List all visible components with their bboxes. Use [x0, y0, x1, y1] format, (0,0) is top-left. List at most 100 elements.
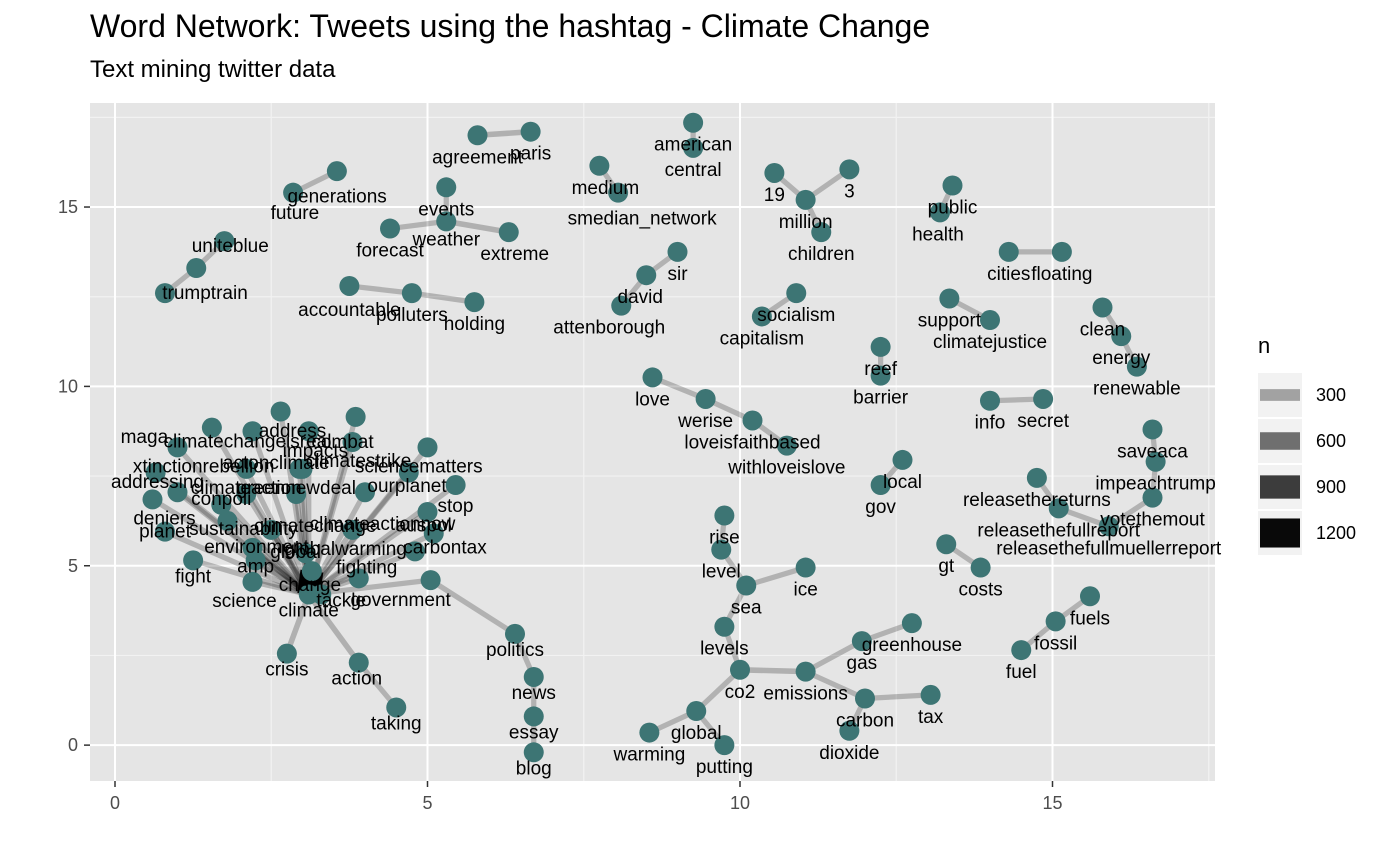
x-tick-label: 10 — [730, 793, 750, 813]
node-label-putting: putting — [696, 757, 753, 778]
node-label-smedian_network: smedian_network — [568, 209, 717, 230]
node-climatechange — [261, 519, 282, 540]
node-label-climatechange: climatechange — [254, 516, 377, 537]
node-label-taking: taking — [371, 713, 422, 734]
node-label-impacts: impacts — [283, 441, 348, 462]
node-local — [892, 449, 913, 470]
node-dioxide — [839, 720, 860, 741]
node-uniteblue — [186, 258, 207, 279]
node-label-trumptrain: trumptrain — [162, 283, 248, 304]
node-weather — [436, 211, 457, 232]
node-news — [523, 666, 544, 687]
node-label-attenborough: attenborough — [553, 318, 665, 339]
node-floating — [1051, 241, 1072, 262]
node-energy — [1111, 326, 1132, 347]
edge-government-politics — [429, 577, 517, 637]
node-label-tax: tax — [918, 707, 944, 728]
node-label-3: 3 — [844, 181, 855, 202]
node-label-capitalism: capitalism — [720, 328, 804, 349]
node-label-sustainability: sustainability — [189, 519, 298, 540]
node-label-combat: combat — [311, 432, 374, 453]
node-label-gov: gov — [865, 497, 896, 518]
axes-layer: 0 5 10 15 0 5 10 15 — [58, 197, 1063, 813]
node-combat — [342, 432, 363, 452]
node-fight — [183, 550, 204, 571]
node-children — [811, 222, 832, 243]
node-sea — [736, 575, 757, 596]
node-label-climatechangeisreal: climatechangeisreal — [164, 431, 332, 452]
node-loveisfaithbased — [742, 410, 763, 431]
chart-subtitle: Text mining twitter data — [90, 56, 336, 83]
node-label-greenhouse: greenhouse — [862, 635, 962, 656]
node-costs — [970, 557, 991, 578]
node-3 — [839, 159, 860, 180]
node-label-warming: warming — [612, 745, 685, 766]
node-sciencematters — [398, 462, 419, 483]
node-info — [980, 390, 1000, 411]
edge-co2-emissions — [739, 667, 806, 675]
edge-climate-address — [250, 430, 312, 596]
node-label-socialism: socialism — [757, 305, 835, 326]
node-label-accountable: accountable — [298, 300, 400, 321]
legend-key-1200 — [1260, 518, 1300, 548]
node-label-medium: medium — [572, 178, 640, 199]
node-central — [683, 137, 704, 158]
node-blog — [523, 742, 544, 763]
node-label-emissions: emissions — [763, 684, 847, 705]
node-ice — [795, 557, 816, 578]
node-label-xtinctionrebellion: xtinctionrebellion — [133, 456, 275, 477]
node-label-carbon: carbon — [836, 710, 894, 731]
node-level — [711, 539, 732, 560]
node-label-government: government — [350, 590, 451, 611]
node-label-energy: energy — [1092, 348, 1151, 369]
y-tick-label: 5 — [68, 556, 78, 576]
node-label-auspol: auspol — [396, 515, 452, 536]
node-label-essay: essay — [509, 722, 559, 743]
node-label-address: address — [259, 421, 327, 442]
edge-climate-crisis — [284, 593, 312, 655]
major-gridlines — [90, 103, 1215, 781]
node-label-health: health — [912, 224, 964, 245]
node-saveaca — [1142, 419, 1163, 440]
chart-title: Word Network: Tweets using the hashtag -… — [90, 8, 931, 44]
node-planet — [155, 521, 175, 542]
node-label-secret: secret — [1017, 411, 1069, 432]
node-label-level: level — [702, 562, 741, 583]
node-xtinctionrebellion — [145, 462, 166, 483]
node-events — [436, 177, 457, 198]
node-label-releasethefullreport: releasethefullreport — [977, 520, 1140, 541]
node-label-events: events — [418, 199, 474, 220]
node-barrier — [870, 365, 891, 386]
node-address — [242, 421, 263, 442]
node-carbon — [855, 688, 875, 709]
edge-climate-action — [306, 592, 361, 665]
node-government — [420, 570, 441, 591]
node-label-barrier: barrier — [853, 388, 909, 409]
edge-carbon-tax — [864, 692, 931, 702]
node-levels — [714, 616, 735, 637]
edge-climate-climateaction — [244, 492, 311, 596]
node-love — [642, 367, 663, 388]
edge-climate-climatechange — [268, 528, 312, 596]
node-releasethefullreport — [1048, 498, 1069, 519]
node-maga — [214, 231, 235, 252]
node-addressing — [167, 482, 188, 503]
node-putting — [714, 735, 735, 756]
node-label-deniers: deniers — [133, 508, 195, 529]
node-health — [930, 202, 950, 223]
edge-climate-addressing — [175, 490, 311, 597]
node-label-crisis: crisis — [265, 660, 308, 681]
node-label-uniteblue: uniteblue — [192, 236, 269, 257]
node-warming — [639, 722, 660, 743]
node-polluters — [401, 283, 422, 304]
edge-emissions-carbon — [804, 669, 867, 701]
node-label-planet: planet — [139, 522, 191, 543]
edge-ice-sea — [745, 565, 807, 589]
node-label-maga: maga — [121, 427, 169, 448]
node-label-climateactionnow: climateactionnow — [310, 514, 456, 535]
node-label-co2: co2 — [725, 682, 756, 703]
node-climatejustice2 — [417, 437, 438, 458]
node-label-american: american — [654, 135, 732, 156]
node-fighting — [348, 568, 369, 589]
